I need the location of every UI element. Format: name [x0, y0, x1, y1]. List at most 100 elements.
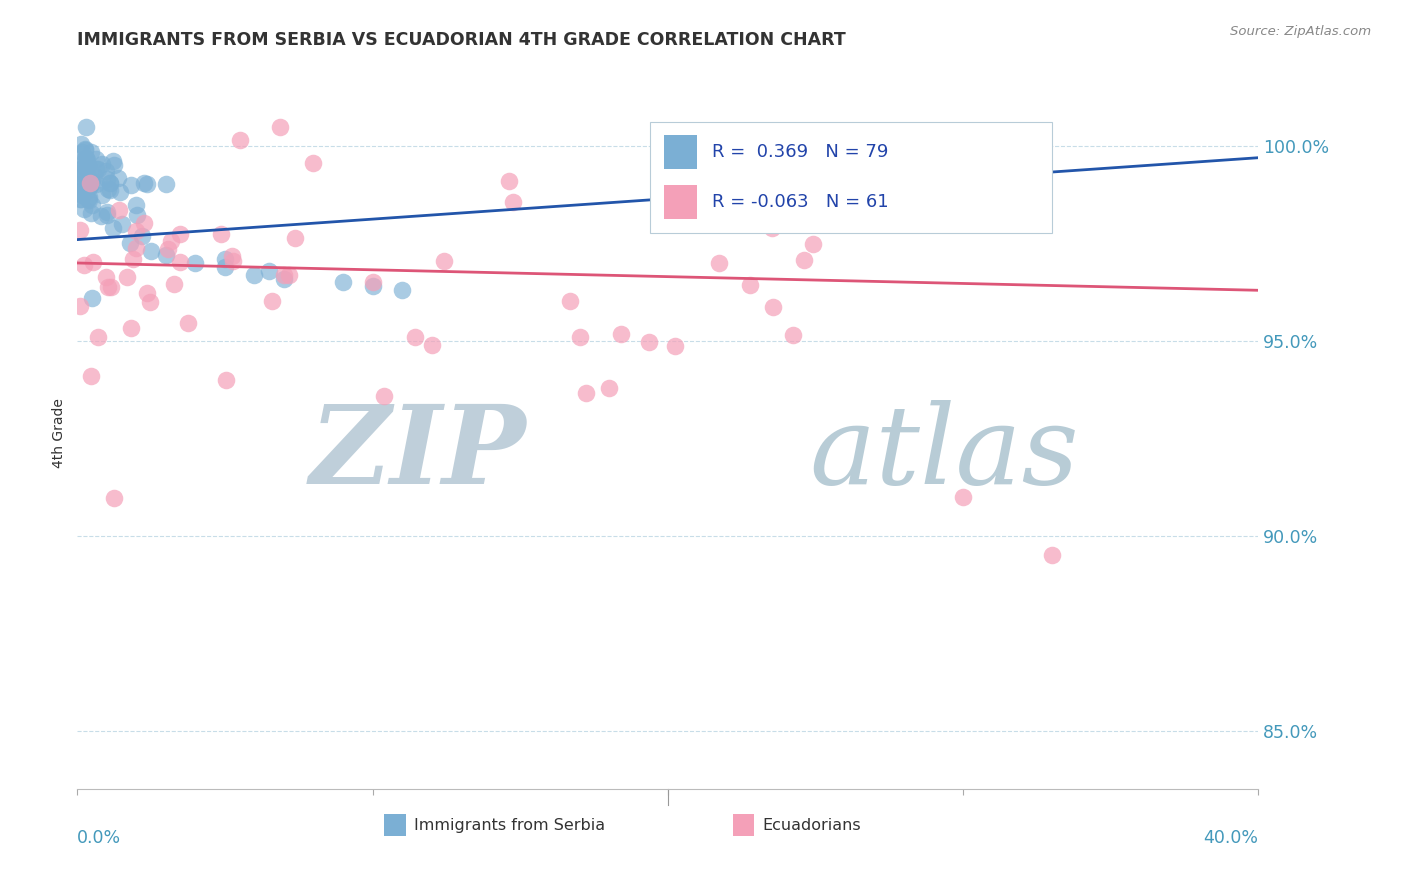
Point — [125, 198, 148, 212]
Point — [75, 120, 97, 134]
Point — [94, 270, 117, 285]
Point — [125, 241, 148, 255]
Point — [69, 137, 91, 152]
Point — [82, 197, 104, 211]
Point — [273, 268, 295, 282]
FancyBboxPatch shape — [664, 135, 697, 169]
FancyBboxPatch shape — [733, 814, 754, 836]
Point — [100, 183, 122, 197]
Text: Ecuadorians: Ecuadorians — [762, 818, 860, 832]
Point — [69, 181, 91, 195]
Point — [69, 155, 91, 169]
Text: R =  0.369   N = 79: R = 0.369 N = 79 — [711, 144, 889, 161]
Point — [169, 227, 191, 241]
Point — [122, 252, 145, 266]
Point — [79, 178, 101, 193]
Point — [103, 158, 125, 172]
Point — [793, 253, 815, 268]
Point — [284, 231, 307, 245]
Point — [87, 330, 110, 344]
Point — [69, 299, 91, 313]
Point — [107, 171, 129, 186]
Point — [79, 170, 101, 185]
Point — [135, 177, 157, 191]
Point — [120, 320, 142, 334]
Point — [801, 236, 824, 251]
Point — [84, 177, 107, 191]
Point — [332, 276, 354, 290]
Point — [80, 145, 103, 160]
Point — [243, 268, 266, 282]
Point — [73, 143, 96, 157]
Point — [132, 176, 155, 190]
Point — [103, 153, 125, 168]
Point — [70, 145, 93, 160]
Point — [302, 156, 325, 170]
Point — [135, 286, 157, 301]
Point — [76, 153, 98, 167]
Point — [96, 164, 118, 178]
Point — [664, 339, 686, 353]
Point — [169, 255, 191, 269]
Text: Immigrants from Serbia: Immigrants from Serbia — [413, 818, 605, 832]
Point — [69, 170, 91, 185]
Point — [75, 142, 97, 156]
Text: R = -0.063   N = 61: R = -0.063 N = 61 — [711, 194, 889, 211]
Point — [79, 179, 101, 194]
Point — [734, 201, 756, 215]
Point — [70, 192, 93, 206]
Point — [131, 228, 153, 243]
Point — [77, 159, 100, 173]
Point — [69, 184, 91, 198]
Point — [69, 177, 91, 191]
Point — [132, 216, 155, 230]
Point — [73, 258, 96, 272]
Point — [433, 253, 456, 268]
Point — [80, 205, 103, 219]
FancyBboxPatch shape — [650, 122, 1052, 233]
Point — [498, 174, 520, 188]
Point — [782, 328, 804, 343]
Text: IMMIGRANTS FROM SERBIA VS ECUADORIAN 4TH GRADE CORRELATION CHART: IMMIGRANTS FROM SERBIA VS ECUADORIAN 4TH… — [77, 31, 846, 49]
Point — [96, 172, 118, 186]
Point — [97, 280, 120, 294]
Point — [103, 491, 125, 506]
Point — [1040, 549, 1063, 563]
Point — [373, 389, 395, 403]
Point — [259, 264, 281, 278]
Point — [111, 217, 132, 231]
Point — [73, 202, 96, 216]
Point — [273, 271, 295, 285]
Point — [260, 294, 283, 309]
Point — [83, 169, 105, 183]
Point — [75, 184, 97, 198]
Point — [141, 244, 163, 259]
Point — [214, 252, 236, 266]
FancyBboxPatch shape — [384, 814, 406, 836]
Point — [75, 151, 97, 165]
Point — [269, 120, 291, 134]
Point — [125, 208, 148, 222]
Text: atlas: atlas — [810, 401, 1080, 508]
Point — [155, 248, 177, 262]
Point — [420, 338, 443, 352]
Point — [97, 182, 120, 196]
Point — [740, 277, 762, 292]
Point — [101, 220, 124, 235]
Point — [84, 162, 107, 177]
Point — [558, 294, 581, 309]
Point — [70, 188, 93, 202]
Point — [761, 220, 783, 235]
Point — [139, 294, 162, 309]
Point — [69, 193, 91, 207]
Point — [598, 381, 620, 395]
Point — [90, 209, 112, 223]
Point — [637, 335, 659, 350]
Point — [100, 280, 122, 294]
Point — [69, 162, 91, 177]
Point — [96, 205, 118, 219]
Point — [79, 176, 101, 190]
Point — [73, 176, 96, 190]
Point — [73, 153, 96, 168]
Point — [120, 178, 142, 193]
